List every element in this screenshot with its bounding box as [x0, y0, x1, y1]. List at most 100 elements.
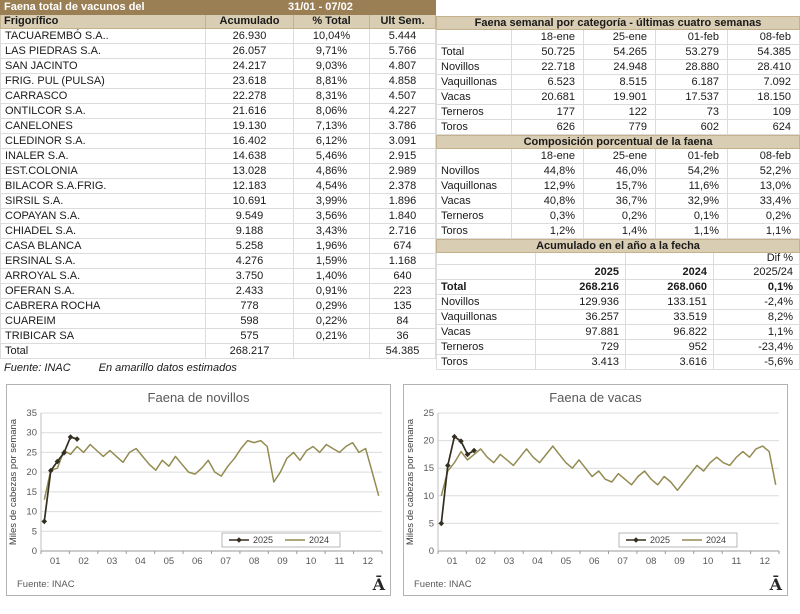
table-cell: 3.786	[370, 119, 436, 134]
table-row: 18-ene 25-ene 01-feb 08-feb	[436, 30, 800, 45]
table-cell: SIRSIL S.A.	[0, 194, 206, 209]
table-cell: 54.385	[370, 344, 436, 359]
table-cell: Vaquillonas	[436, 179, 512, 194]
table-cell: 24.948	[584, 60, 656, 75]
table-row: ONTILCOR S.A. 21.616 8,06% 4.227	[0, 104, 436, 119]
table-cell: 268.217	[206, 344, 294, 359]
table-header-row: Frigorífico Acumulado% Total Ult Sem.	[0, 15, 436, 29]
series-2025-line	[440, 435, 475, 524]
table-cell: ERSINAL S.A.	[0, 254, 206, 269]
x-tick-label: 05	[164, 556, 175, 567]
marker	[74, 436, 80, 442]
table-cell: 177	[512, 105, 584, 120]
table-cell: 1.896	[370, 194, 436, 209]
table-cell: 1,40%	[294, 269, 370, 284]
table-cell: ARROYAL S.A.	[0, 269, 206, 284]
table-cell: 3.413	[536, 355, 626, 370]
table-cell: 46,0%	[584, 164, 656, 179]
chart-watermark-glyph: Ā	[769, 575, 782, 594]
table-cell: CLEDINOR S.A.	[0, 134, 206, 149]
table-cell: 135	[370, 299, 436, 314]
y-tick-label: 5	[429, 518, 434, 529]
table-cell: 19.901	[584, 90, 656, 105]
x-tick-label: 03	[107, 556, 118, 567]
chart-source-label: Fuente: INAC	[414, 579, 472, 590]
table-cell: 5,46%	[294, 149, 370, 164]
table-cell: 0,2%	[728, 209, 800, 224]
x-tick-label: 03	[504, 556, 515, 567]
tables-section: Faena total de vacunos del 31/01 - 07/02…	[0, 0, 800, 374]
table-cell: 33.519	[626, 310, 714, 325]
table-cell: 36	[370, 329, 436, 344]
table-cell: 2025	[536, 265, 626, 280]
y-tick-label: 25	[423, 408, 434, 419]
table-row: Vacas 40,8% 36,7% 32,9% 33,4%	[436, 194, 800, 209]
legend-label-2025: 2025	[650, 535, 670, 545]
marker	[67, 434, 74, 440]
table-cell: 122	[584, 105, 656, 120]
source-label: Fuente: INAC	[4, 362, 71, 374]
table-row: Total 268.217 54.385	[0, 344, 436, 359]
table-cell: 1,59%	[294, 254, 370, 269]
table-row: Total 268.216 268.060 0,1%	[436, 280, 800, 295]
table-cell: Novillos	[436, 164, 512, 179]
table-cell: 44,8%	[512, 164, 584, 179]
y-tick-label: 30	[26, 428, 37, 439]
table-cell: % Total	[294, 15, 370, 29]
legend-label-2025: 2025	[253, 535, 273, 545]
chart-watermark-glyph: Ā	[372, 575, 385, 594]
table-row: Vacas 20.681 19.901 17.537 18.150	[436, 90, 800, 105]
series-2025-line	[43, 436, 78, 522]
table-row: Novillos 129.936 133.151 -2,4%	[436, 295, 800, 310]
table-cell: 598	[206, 314, 294, 329]
report-date-range: 31/01 - 07/02	[288, 1, 353, 13]
table-row: Terneros 729 952 -23,4%	[436, 340, 800, 355]
x-tick-label: 10	[306, 556, 317, 567]
table-cell: 11,6%	[656, 179, 728, 194]
table-cell: 4.276	[206, 254, 294, 269]
table-cell: 96.822	[626, 325, 714, 340]
table-cell: 7,13%	[294, 119, 370, 134]
table-cell: 2.433	[206, 284, 294, 299]
table-cell: 36.257	[536, 310, 626, 325]
table-cell: 3,43%	[294, 224, 370, 239]
table-cell: 01-feb	[656, 149, 728, 164]
x-tick-label: 08	[249, 556, 260, 567]
table-cell: 602	[656, 120, 728, 135]
table-row: Vaquillonas 6.523 8.515 6.187 7.092	[436, 75, 800, 90]
table-cell: 0,91%	[294, 284, 370, 299]
table-cell: 8,81%	[294, 74, 370, 89]
table-cell: 6.187	[656, 75, 728, 90]
table-cell	[626, 253, 714, 265]
table-row: CUAREIM 598 0,22% 84	[0, 314, 436, 329]
x-tick-label: 04	[135, 556, 146, 567]
table-cell: 12,9%	[512, 179, 584, 194]
table-cell: 23.618	[206, 74, 294, 89]
table-cell: 54,2%	[656, 164, 728, 179]
table-cell: 779	[584, 120, 656, 135]
table-cell: 73	[656, 105, 728, 120]
table-cell: 16.402	[206, 134, 294, 149]
table-row: ARROYAL S.A. 3.750 1,40% 640	[0, 269, 436, 284]
legend-box	[618, 532, 738, 548]
table-cell: 5.444	[370, 29, 436, 44]
table-cell: Terneros	[436, 105, 512, 120]
table-cell: 1.840	[370, 209, 436, 224]
table-cell: 0,1%	[714, 280, 800, 295]
table-row: Vacas 97.881 96.822 1,1%	[436, 325, 800, 340]
table-cell: 3,99%	[294, 194, 370, 209]
table-cell: 626	[512, 120, 584, 135]
table-cell: 1,4%	[584, 224, 656, 239]
table-row: 18-ene 25-ene 01-feb 08-feb	[436, 149, 800, 164]
table-cell: 28.880	[656, 60, 728, 75]
table-cell: Toros	[436, 224, 512, 239]
x-tick-label: 08	[646, 556, 657, 567]
table-cell: 10,04%	[294, 29, 370, 44]
table-cell: 129.936	[536, 295, 626, 310]
table-row: ERSINAL S.A. 4.276 1,59% 1.168	[0, 254, 436, 269]
y-tick-label: 20	[423, 436, 434, 447]
table-cell: Total	[436, 280, 536, 295]
table-cell: 268.216	[536, 280, 626, 295]
table-cell: 08-feb	[728, 30, 800, 45]
